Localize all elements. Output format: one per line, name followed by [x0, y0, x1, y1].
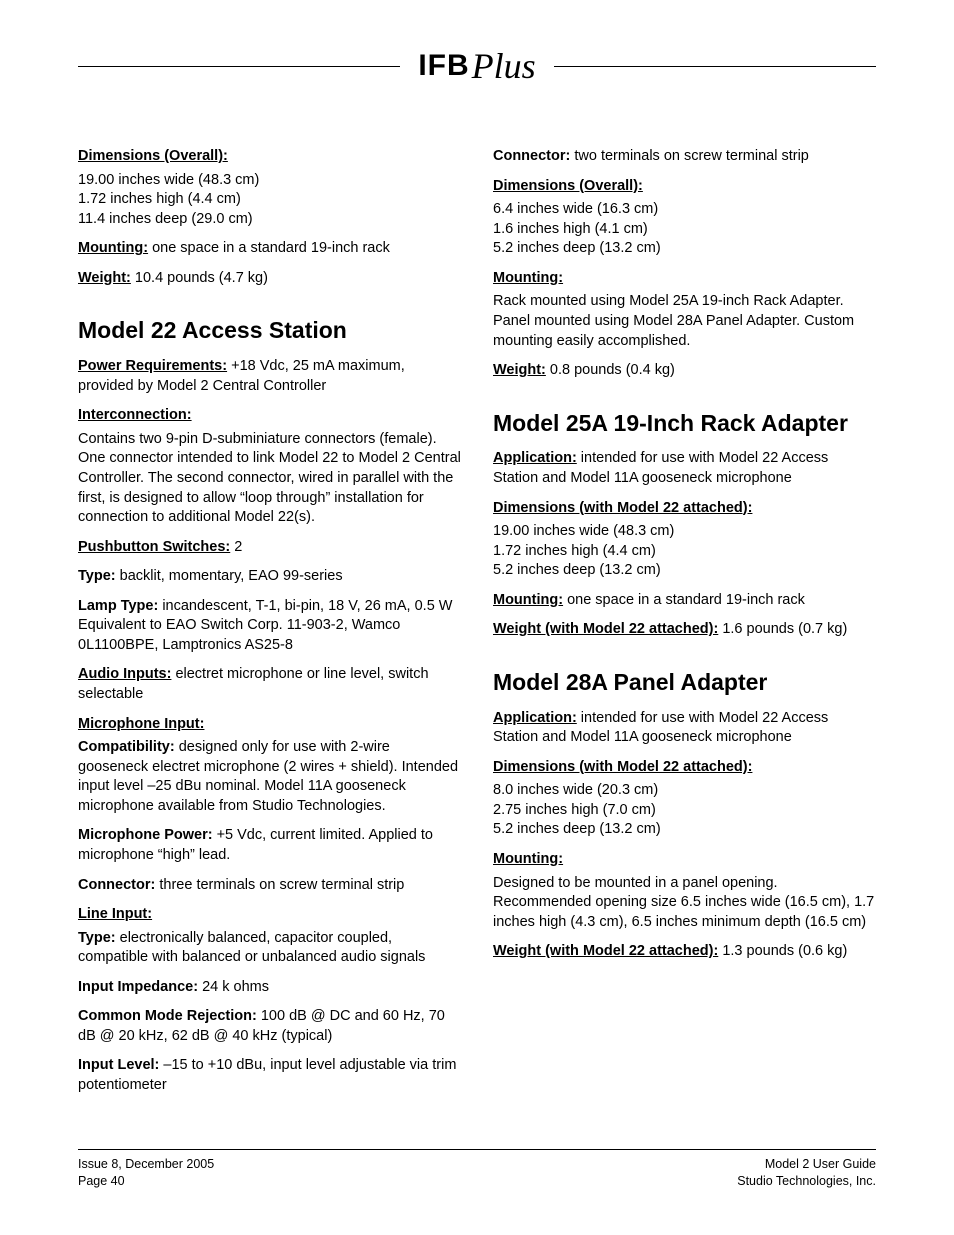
line-type-label: Type:: [78, 930, 116, 946]
compat-label: Compatibility:: [78, 739, 175, 755]
imp-label: Input Impedance:: [78, 979, 198, 995]
dim-line: 8.0 inches wide (20.3 cm): [493, 781, 876, 801]
m28a-dims-list: 8.0 inches wide (20.3 cm) 2.75 inches hi…: [493, 781, 876, 840]
footer: Issue 8, December 2005 Model 2 User Guid…: [78, 1149, 876, 1190]
connector-text: two terminals on screw terminal strip: [570, 148, 809, 164]
dim-line: 19.00 inches wide (48.3 cm): [78, 171, 461, 191]
mic-power-label: Microphone Power:: [78, 827, 213, 843]
mounting-text: one space in a standard 19-inch rack: [148, 240, 390, 256]
m25a-app-label: Application:: [493, 450, 577, 466]
connector-label: Connector:: [493, 148, 570, 164]
header-rule-left: [78, 66, 400, 67]
dim-line: 2.75 inches high (7.0 cm): [493, 801, 876, 821]
weight-label: Weight:: [78, 270, 131, 286]
dim-line: 11.4 inches deep (29.0 cm): [78, 210, 461, 230]
dim-line: 5.2 inches deep (13.2 cm): [493, 820, 876, 840]
footer-rule: [78, 1149, 876, 1150]
audio-inputs-label: Audio Inputs:: [78, 666, 171, 682]
m28a-dims-label: Dimensions (with Model 22 attached):: [493, 759, 752, 775]
header: IFB Plus: [78, 45, 876, 87]
pushbutton-label: Pushbutton Switches:: [78, 539, 230, 555]
footer-left-1: Issue 8, December 2005: [78, 1156, 214, 1173]
line-input-label: Line Input:: [78, 906, 152, 922]
line-type-text: electronically balanced, capacitor coupl…: [78, 930, 425, 966]
interconnection-text: Contains two 9-pin D-subminiature connec…: [78, 430, 461, 528]
m25a-mount-text: one space in a standard 19-inch rack: [563, 592, 805, 608]
content-columns: Dimensions (Overall): 19.00 inches wide …: [78, 147, 876, 1106]
power-req-label: Power Requirements:: [78, 358, 227, 374]
mounting-text: Rack mounted using Model 25A 19-inch Rac…: [493, 292, 876, 351]
lamp-label: Lamp Type:: [78, 598, 158, 614]
dim-line: 5.2 inches deep (13.2 cm): [493, 561, 876, 581]
dims-overall-list: 19.00 inches wide (48.3 cm) 1.72 inches …: [78, 171, 461, 230]
m28a-app-label: Application:: [493, 710, 577, 726]
model-22-heading: Model 22 Access Station: [78, 316, 461, 345]
dim-line: 5.2 inches deep (13.2 cm): [493, 239, 876, 259]
logo-ifb-text: IFB: [418, 49, 469, 83]
left-column: Dimensions (Overall): 19.00 inches wide …: [78, 147, 461, 1106]
dim-line: 19.00 inches wide (48.3 cm): [493, 522, 876, 542]
connector-label: Connector:: [78, 877, 155, 893]
pushbutton-count: 2: [230, 539, 242, 555]
m25a-weight-label: Weight (with Model 22 attached):: [493, 621, 718, 637]
interconnection-label: Interconnection:: [78, 407, 192, 423]
m25a-weight-text: 1.6 pounds (0.7 kg): [718, 621, 847, 637]
mounting-label: Mounting:: [493, 270, 563, 286]
right-column: Connector: two terminals on screw termin…: [493, 147, 876, 1106]
input-level-label: Input Level:: [78, 1057, 159, 1073]
mic-input-label: Microphone Input:: [78, 716, 204, 732]
m25a-dims-list: 19.00 inches wide (48.3 cm) 1.72 inches …: [493, 522, 876, 581]
dims-overall-list: 6.4 inches wide (16.3 cm) 1.6 inches hig…: [493, 200, 876, 259]
footer-right-1: Model 2 User Guide: [765, 1156, 876, 1173]
m28a-weight-label: Weight (with Model 22 attached):: [493, 943, 718, 959]
model-25a-heading: Model 25A 19-Inch Rack Adapter: [493, 409, 876, 438]
cmr-label: Common Mode Rejection:: [78, 1008, 257, 1024]
model-28a-heading: Model 28A Panel Adapter: [493, 668, 876, 697]
dim-line: 6.4 inches wide (16.3 cm): [493, 200, 876, 220]
dim-line: 1.72 inches high (4.4 cm): [493, 542, 876, 562]
header-rule-right: [554, 66, 876, 67]
m28a-weight-text: 1.3 pounds (0.6 kg): [718, 943, 847, 959]
type-text: backlit, momentary, EAO 99-series: [116, 568, 343, 584]
m28a-mount-text: Designed to be mounted in a panel openin…: [493, 874, 876, 933]
weight-text: 10.4 pounds (4.7 kg): [131, 270, 268, 286]
imp-text: 24 k ohms: [198, 979, 269, 995]
mounting-label: Mounting:: [78, 240, 148, 256]
footer-left-2: Page 40: [78, 1173, 125, 1190]
footer-right-2: Studio Technologies, Inc.: [737, 1173, 876, 1190]
m25a-mount-label: Mounting:: [493, 592, 563, 608]
weight-label: Weight:: [493, 362, 546, 378]
dims-overall-label: Dimensions (Overall):: [78, 148, 228, 164]
weight-text: 0.8 pounds (0.4 kg): [546, 362, 675, 378]
dims-overall-label: Dimensions (Overall):: [493, 178, 643, 194]
logo: IFB Plus: [400, 45, 553, 87]
type-label: Type:: [78, 568, 116, 584]
dim-line: 1.6 inches high (4.1 cm): [493, 220, 876, 240]
logo-plus-text: Plus: [472, 45, 536, 87]
connector-text: three terminals on screw terminal strip: [155, 877, 404, 893]
m25a-dims-label: Dimensions (with Model 22 attached):: [493, 500, 752, 516]
m28a-mount-label: Mounting:: [493, 851, 563, 867]
dim-line: 1.72 inches high (4.4 cm): [78, 190, 461, 210]
